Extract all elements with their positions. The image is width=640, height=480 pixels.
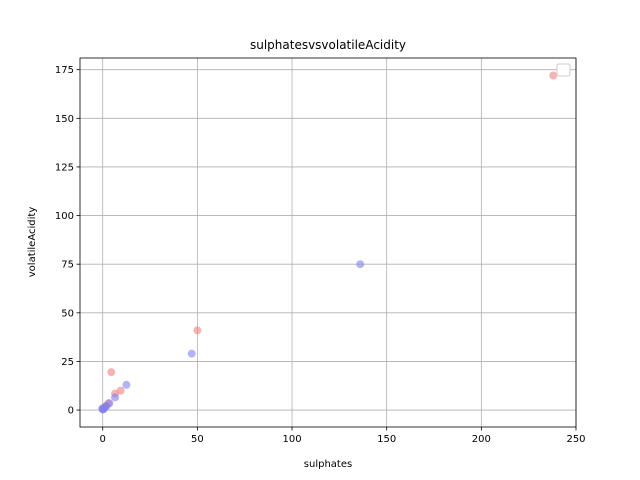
y-tick-label: 100 — [55, 211, 74, 222]
x-tick-label: 100 — [282, 434, 301, 445]
y-tick-label: 125 — [55, 162, 74, 173]
data-point — [122, 380, 131, 389]
data-point — [187, 349, 196, 358]
x-tick-label: 0 — [100, 434, 106, 445]
data-point — [98, 404, 107, 413]
y-tick-label: 50 — [61, 308, 74, 319]
x-tick-label: 50 — [191, 434, 204, 445]
legend — [556, 63, 571, 77]
legend-box — [556, 63, 571, 77]
y-tick-label: 0 — [68, 406, 74, 417]
y-axis-label: volatileAcidity — [27, 207, 38, 278]
grid — [80, 58, 577, 427]
plot-frame — [79, 57, 577, 428]
y-tick-label: 75 — [61, 260, 74, 271]
x-axis-label: sulphates — [304, 459, 352, 470]
data-point — [107, 368, 116, 377]
x-tick-label: 150 — [377, 434, 396, 445]
data-point — [193, 326, 202, 335]
chart-title: sulphatesvsvolatileAcidity — [250, 38, 406, 52]
data-points — [98, 71, 558, 414]
data-point — [356, 260, 365, 269]
y-tick-label: 150 — [55, 114, 74, 125]
y-tick-label: 25 — [61, 357, 74, 368]
y-tick-label: 175 — [55, 65, 74, 76]
x-tick-label: 250 — [566, 434, 585, 445]
axis-ticks: 0 50 100 150 200 250 0 25 50 75 100 125 150 175 — [55, 65, 586, 445]
x-tick-label: 200 — [472, 434, 491, 445]
data-point — [111, 393, 120, 402]
data-point — [549, 71, 558, 80]
